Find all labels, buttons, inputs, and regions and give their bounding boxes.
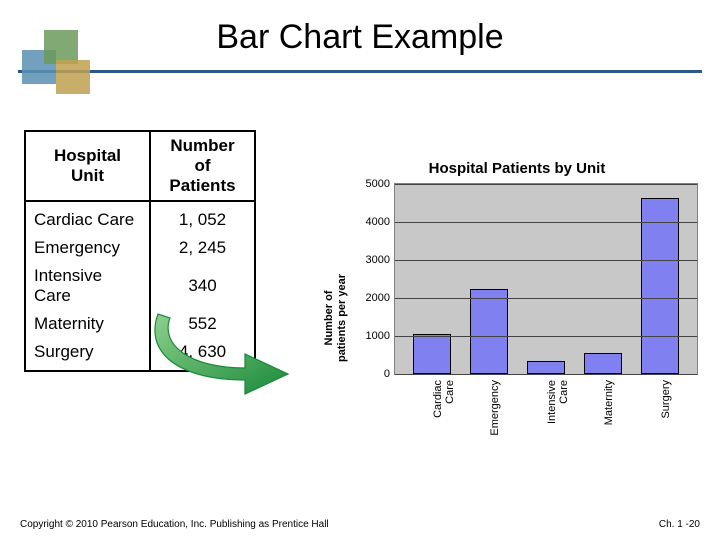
grid-line <box>395 298 697 299</box>
table-cell-label: Surgery <box>25 338 150 371</box>
table-cell-value: 1, 052 <box>150 201 255 234</box>
arrow-icon <box>150 310 310 400</box>
table-header-patients: Numberof Patients <box>150 131 255 201</box>
slide-logo-icon <box>22 30 102 110</box>
bar <box>470 289 508 374</box>
chart-ylabel: Number ofpatients per year <box>323 248 349 388</box>
grid-line <box>395 260 697 261</box>
grid-line <box>395 222 697 223</box>
y-tick-label: 4000 <box>366 216 390 228</box>
y-tick-label: 3000 <box>366 254 390 266</box>
table-row: Emergency2, 245 <box>25 234 255 262</box>
page-number: Ch. 1 -20 <box>659 519 700 530</box>
table-cell-label: Maternity <box>25 310 150 338</box>
x-tick-label: Intensive Care <box>546 380 570 424</box>
grid-line <box>395 336 697 337</box>
footer: Copyright © 2010 Pearson Education, Inc.… <box>20 519 700 530</box>
y-tick-label: 1000 <box>366 330 390 342</box>
chart-title: Hospital Patients by Unit <box>332 160 702 177</box>
bar <box>413 334 451 374</box>
bar <box>641 198 679 374</box>
title-rule <box>18 70 702 73</box>
table-cell-value: 340 <box>150 262 255 310</box>
bar-chart: Hospital Patients by Unit Number ofpatie… <box>332 160 702 460</box>
x-tick-label: Maternity <box>603 380 615 425</box>
page-title: Bar Chart Example <box>0 18 720 65</box>
y-tick-label: 5000 <box>366 178 390 190</box>
table-cell-value: 2, 245 <box>150 234 255 262</box>
x-tick-label: Surgery <box>660 380 672 419</box>
bar <box>527 361 565 374</box>
y-tick-label: 2000 <box>366 292 390 304</box>
table-cell-label: Intensive Care <box>25 262 150 310</box>
x-tick-label: Cardiac Care <box>432 380 456 418</box>
table-row: Intensive Care340 <box>25 262 255 310</box>
grid-line <box>395 374 697 375</box>
table-cell-label: Emergency <box>25 234 150 262</box>
chart-plot-area: Cardiac CareEmergencyIntensive CareMater… <box>394 183 698 375</box>
table-header-unit: HospitalUnit <box>25 131 150 201</box>
x-tick-label: Emergency <box>489 380 501 436</box>
content-area: HospitalUnit Numberof Patients Cardiac C… <box>0 110 720 490</box>
table-row: Cardiac Care1, 052 <box>25 201 255 234</box>
table-cell-label: Cardiac Care <box>25 201 150 234</box>
copyright-text: Copyright © 2010 Pearson Education, Inc.… <box>20 519 329 530</box>
grid-line <box>395 184 697 185</box>
bar <box>584 353 622 374</box>
y-tick-label: 0 <box>384 368 390 380</box>
